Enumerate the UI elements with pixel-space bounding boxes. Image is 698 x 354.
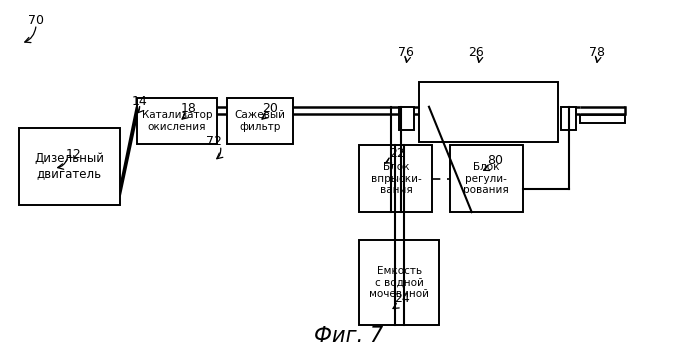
Text: 26: 26 <box>468 46 484 59</box>
Text: 20: 20 <box>262 102 278 115</box>
Bar <box>450 145 523 212</box>
Bar <box>399 107 415 130</box>
Bar <box>580 115 625 122</box>
Text: Дизельный
двигатель: Дизельный двигатель <box>34 153 104 181</box>
Text: 12: 12 <box>66 148 81 161</box>
Text: 80: 80 <box>487 154 503 167</box>
Text: 72: 72 <box>207 135 223 148</box>
Text: 24: 24 <box>394 292 410 305</box>
Text: Катализатор
окисления: Катализатор окисления <box>142 110 212 132</box>
Bar <box>359 240 439 325</box>
Text: Блок
регули-
рования: Блок регули- рования <box>463 162 509 195</box>
Text: 78: 78 <box>589 46 605 59</box>
Text: 22: 22 <box>389 147 405 160</box>
Text: 14: 14 <box>132 95 148 108</box>
Bar <box>137 98 217 144</box>
Text: 70: 70 <box>28 14 44 27</box>
Text: Блок
впрыски-
вания: Блок впрыски- вания <box>371 162 422 195</box>
Bar <box>228 98 293 144</box>
Bar <box>359 145 433 212</box>
Text: Сажевый
фильтр: Сажевый фильтр <box>235 110 286 132</box>
Text: Фиг. 7: Фиг. 7 <box>314 326 384 346</box>
Bar <box>19 128 119 205</box>
Text: Емкость
с водной
мочевиной: Емкость с водной мочевиной <box>369 266 429 299</box>
Text: 18: 18 <box>181 102 197 115</box>
Bar <box>419 82 558 142</box>
Text: 76: 76 <box>398 46 413 59</box>
Bar <box>561 107 577 130</box>
